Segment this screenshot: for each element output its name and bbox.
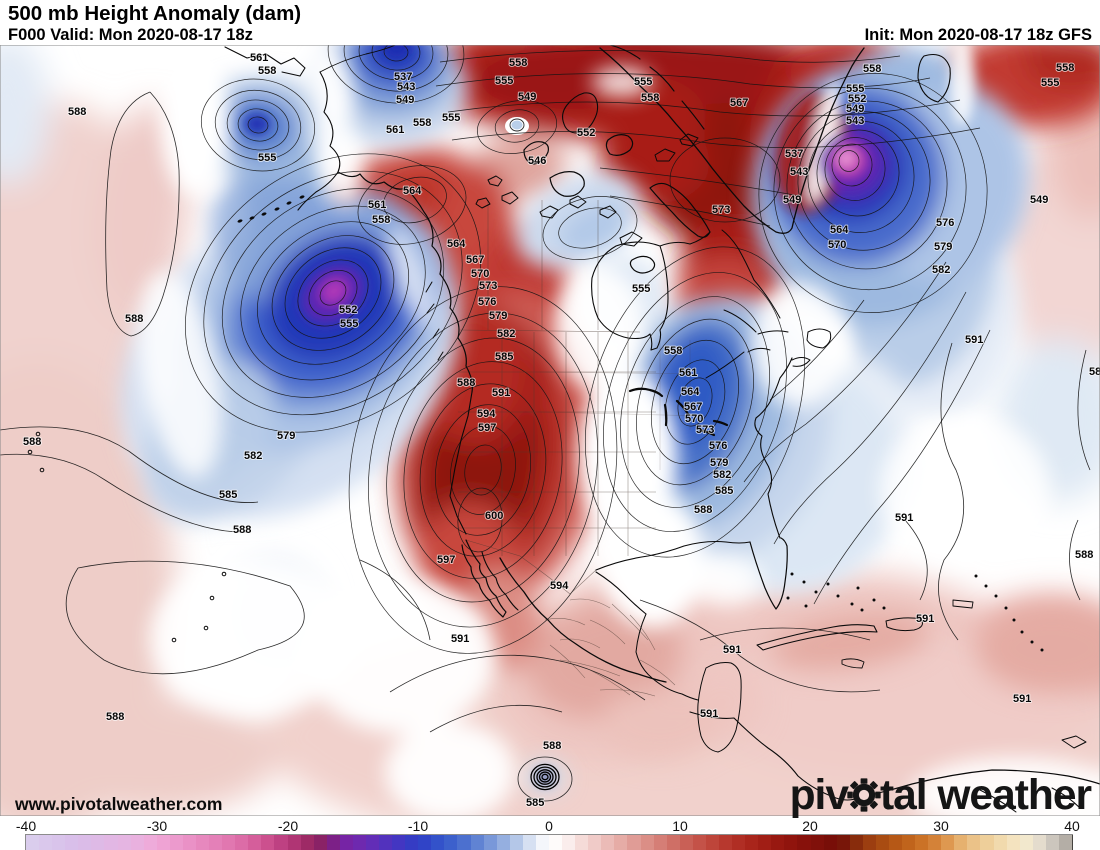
svg-text:582: 582 [244, 450, 262, 462]
svg-text:567: 567 [730, 97, 748, 109]
svg-text:555: 555 [258, 152, 276, 164]
svg-text:579: 579 [934, 241, 952, 253]
svg-text:549: 549 [1030, 194, 1048, 206]
svg-text:570: 570 [685, 413, 703, 425]
svg-text:561: 561 [250, 52, 268, 64]
svg-text:552: 552 [339, 304, 357, 316]
svg-text:591: 591 [723, 644, 741, 656]
svg-text:582: 582 [497, 328, 515, 340]
svg-text:579: 579 [710, 457, 728, 469]
svg-text:555: 555 [495, 75, 513, 87]
svg-text:597: 597 [478, 422, 496, 434]
svg-text:549: 549 [396, 94, 414, 106]
svg-text:564: 564 [403, 185, 422, 197]
svg-text:567: 567 [684, 401, 702, 413]
svg-text:594: 594 [550, 580, 569, 592]
svg-text:564: 564 [830, 224, 849, 236]
svg-text:588: 588 [1075, 549, 1093, 561]
svg-text:600: 600 [485, 510, 503, 522]
svg-text:543: 543 [790, 166, 808, 178]
svg-text:591: 591 [700, 708, 718, 720]
svg-text:549: 549 [518, 91, 536, 103]
svg-text:537: 537 [394, 71, 412, 83]
svg-text:558: 558 [1056, 62, 1074, 74]
svg-text:573: 573 [696, 424, 714, 436]
svg-text:576: 576 [936, 217, 954, 229]
svg-text:549: 549 [783, 194, 801, 206]
svg-text:543: 543 [397, 81, 415, 93]
svg-text:558: 558 [413, 117, 431, 129]
svg-text:588: 588 [1089, 366, 1100, 378]
svg-text:579: 579 [489, 310, 507, 322]
svg-text:588: 588 [457, 377, 475, 389]
svg-text:582: 582 [932, 264, 950, 276]
svg-text:537: 537 [785, 148, 803, 160]
svg-text:555: 555 [340, 318, 358, 330]
svg-text:549: 549 [846, 103, 864, 115]
svg-text:570: 570 [828, 239, 846, 251]
svg-text:591: 591 [916, 613, 934, 625]
svg-text:558: 558 [258, 65, 276, 77]
svg-text:591: 591 [451, 633, 469, 645]
svg-text:567: 567 [466, 254, 484, 266]
svg-text:555: 555 [846, 83, 864, 95]
svg-text:558: 558 [509, 57, 527, 69]
svg-text:558: 558 [372, 214, 390, 226]
svg-text:579: 579 [277, 430, 295, 442]
svg-text:588: 588 [233, 524, 251, 536]
svg-text:543: 543 [846, 115, 864, 127]
svg-text:576: 576 [709, 440, 727, 452]
svg-text:561: 561 [386, 124, 404, 136]
svg-text:588: 588 [23, 436, 41, 448]
svg-text:555: 555 [442, 112, 460, 124]
svg-text:591: 591 [1013, 693, 1031, 705]
svg-text:585: 585 [715, 485, 733, 497]
svg-text:561: 561 [679, 367, 697, 379]
svg-text:573: 573 [712, 204, 730, 216]
svg-text:555: 555 [1041, 77, 1059, 89]
svg-text:558: 558 [664, 345, 682, 357]
svg-text:558: 558 [641, 92, 659, 104]
svg-text:588: 588 [694, 504, 712, 516]
svg-text:561: 561 [368, 199, 386, 211]
svg-text:552: 552 [577, 127, 595, 139]
svg-text:585: 585 [495, 351, 513, 363]
svg-text:564: 564 [447, 238, 466, 250]
svg-text:582: 582 [713, 469, 731, 481]
svg-text:591: 591 [895, 512, 913, 524]
svg-text:597: 597 [437, 554, 455, 566]
svg-text:588: 588 [68, 106, 86, 118]
svg-text:585: 585 [526, 797, 544, 809]
svg-text:585: 585 [219, 489, 237, 501]
svg-text:558: 558 [863, 63, 881, 75]
svg-text:546: 546 [528, 155, 546, 167]
svg-text:570: 570 [471, 268, 489, 280]
svg-text:588: 588 [543, 740, 561, 752]
svg-text:555: 555 [634, 76, 652, 88]
svg-text:552: 552 [848, 93, 866, 105]
svg-text:591: 591 [492, 387, 510, 399]
svg-text:573: 573 [479, 280, 497, 292]
svg-text:591: 591 [965, 334, 983, 346]
svg-text:594: 594 [477, 408, 496, 420]
svg-text:576: 576 [478, 296, 496, 308]
svg-text:555: 555 [632, 283, 650, 295]
svg-text:588: 588 [125, 313, 143, 325]
svg-text:588: 588 [106, 711, 124, 723]
svg-text:564: 564 [681, 386, 700, 398]
